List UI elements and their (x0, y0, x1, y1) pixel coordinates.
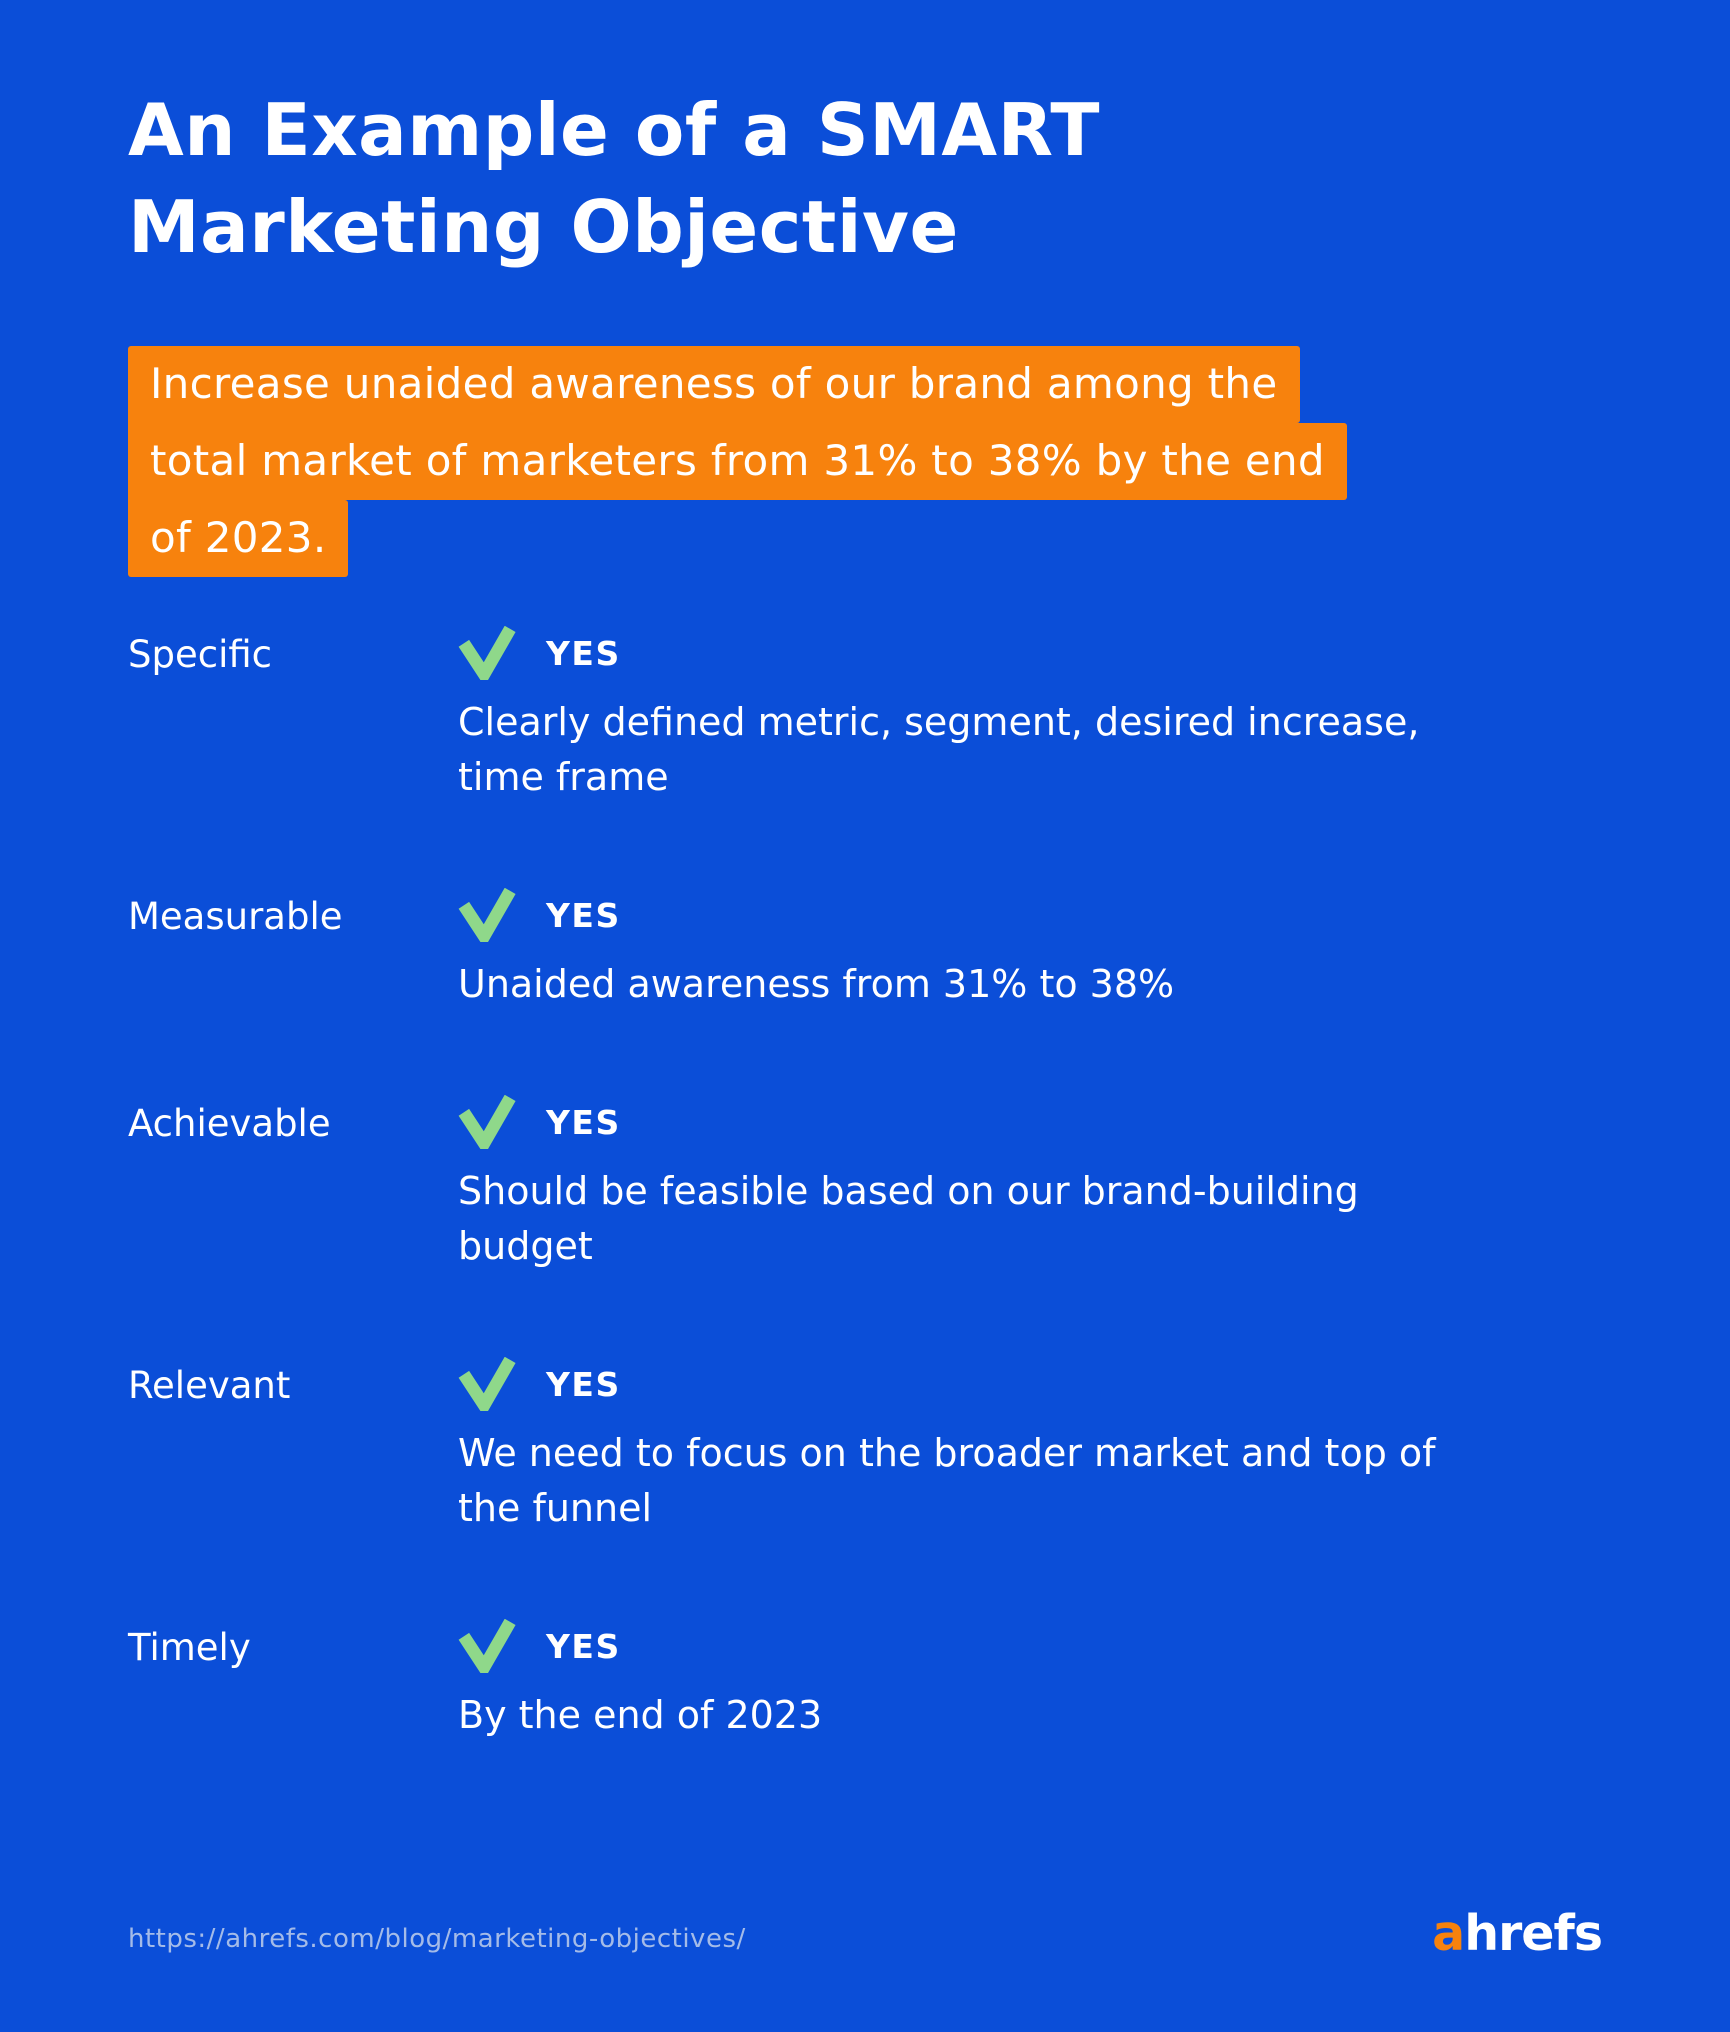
objective-line-2: total market of marketers from 31% to 38… (128, 423, 1347, 500)
checkmark-icon (458, 1095, 516, 1149)
page-title: An Example of a SMART Marketing Objectiv… (128, 82, 1602, 276)
criterion-answer: YES (458, 1356, 1602, 1412)
answer-text: YES (546, 633, 621, 673)
answer-text: YES (546, 1102, 621, 1142)
criterion-description: Clearly defined metric, segment, desired… (458, 700, 1420, 799)
answer-text: YES (546, 1364, 621, 1404)
footer: https://ahrefs.com/blog/marketing-object… (128, 1909, 1603, 1958)
criterion-content: YES Unaided awareness from 31% to 38% (458, 887, 1602, 1012)
criterion-answer: YES (458, 1618, 1602, 1674)
checkmark-icon (458, 626, 516, 680)
objective-highlight-block: Increase unaided awareness of our brand … (128, 346, 1602, 577)
checkmark-icon (458, 1357, 516, 1411)
criterion-content: YES By the end of 2023 (458, 1618, 1602, 1743)
criterion-content: YES Should be feasible based on our bran… (458, 1094, 1602, 1274)
criterion-label: Timely (128, 1626, 251, 1669)
objective-line-3: of 2023. (128, 500, 349, 577)
criterion-label: Achievable (128, 1102, 331, 1145)
criterion-label: Measurable (128, 895, 343, 938)
criterion-content: YES We need to focus on the broader mark… (458, 1356, 1602, 1536)
criterion-label: Specific (128, 633, 273, 676)
ahrefs-logo-a: a (1432, 1905, 1465, 1962)
smart-criteria-list: Specific YES Clearly defined metric, seg… (128, 625, 1602, 1743)
criterion-label: Relevant (128, 1364, 291, 1407)
criterion-answer: YES (458, 1094, 1602, 1150)
criterion-row-achievable: Achievable YES Should be feasible based … (128, 1094, 1602, 1274)
checkmark-icon (458, 888, 516, 942)
criterion-row-measurable: Measurable YES Unaided awareness from 31… (128, 887, 1602, 1012)
page-title-line-1: An Example of a SMART (128, 88, 1100, 172)
criterion-description: We need to focus on the broader market a… (458, 1431, 1436, 1530)
criterion-row-timely: Timely YES By the end of 2023 (128, 1618, 1602, 1743)
criterion-row-specific: Specific YES Clearly defined metric, seg… (128, 625, 1602, 805)
infographic: An Example of a SMART Marketing Objectiv… (128, 82, 1602, 1743)
criterion-description: By the end of 2023 (458, 1693, 823, 1737)
criterion-description: Unaided awareness from 31% to 38% (458, 962, 1175, 1006)
ahrefs-logo-rest: hrefs (1464, 1905, 1603, 1962)
criterion-row-relevant: Relevant YES We need to focus on the bro… (128, 1356, 1602, 1536)
criterion-answer: YES (458, 887, 1602, 943)
page-title-line-2: Marketing Objective (128, 185, 959, 269)
answer-text: YES (546, 1626, 621, 1666)
objective-line-1: Increase unaided awareness of our brand … (128, 346, 1300, 423)
criterion-description: Should be feasible based on our brand-bu… (458, 1169, 1359, 1268)
ahrefs-logo: ahrefs (1432, 1909, 1603, 1958)
checkmark-icon (458, 1619, 516, 1673)
criterion-answer: YES (458, 625, 1602, 681)
source-url: https://ahrefs.com/blog/marketing-object… (128, 1924, 746, 1954)
answer-text: YES (546, 895, 621, 935)
criterion-content: YES Clearly defined metric, segment, des… (458, 625, 1602, 805)
